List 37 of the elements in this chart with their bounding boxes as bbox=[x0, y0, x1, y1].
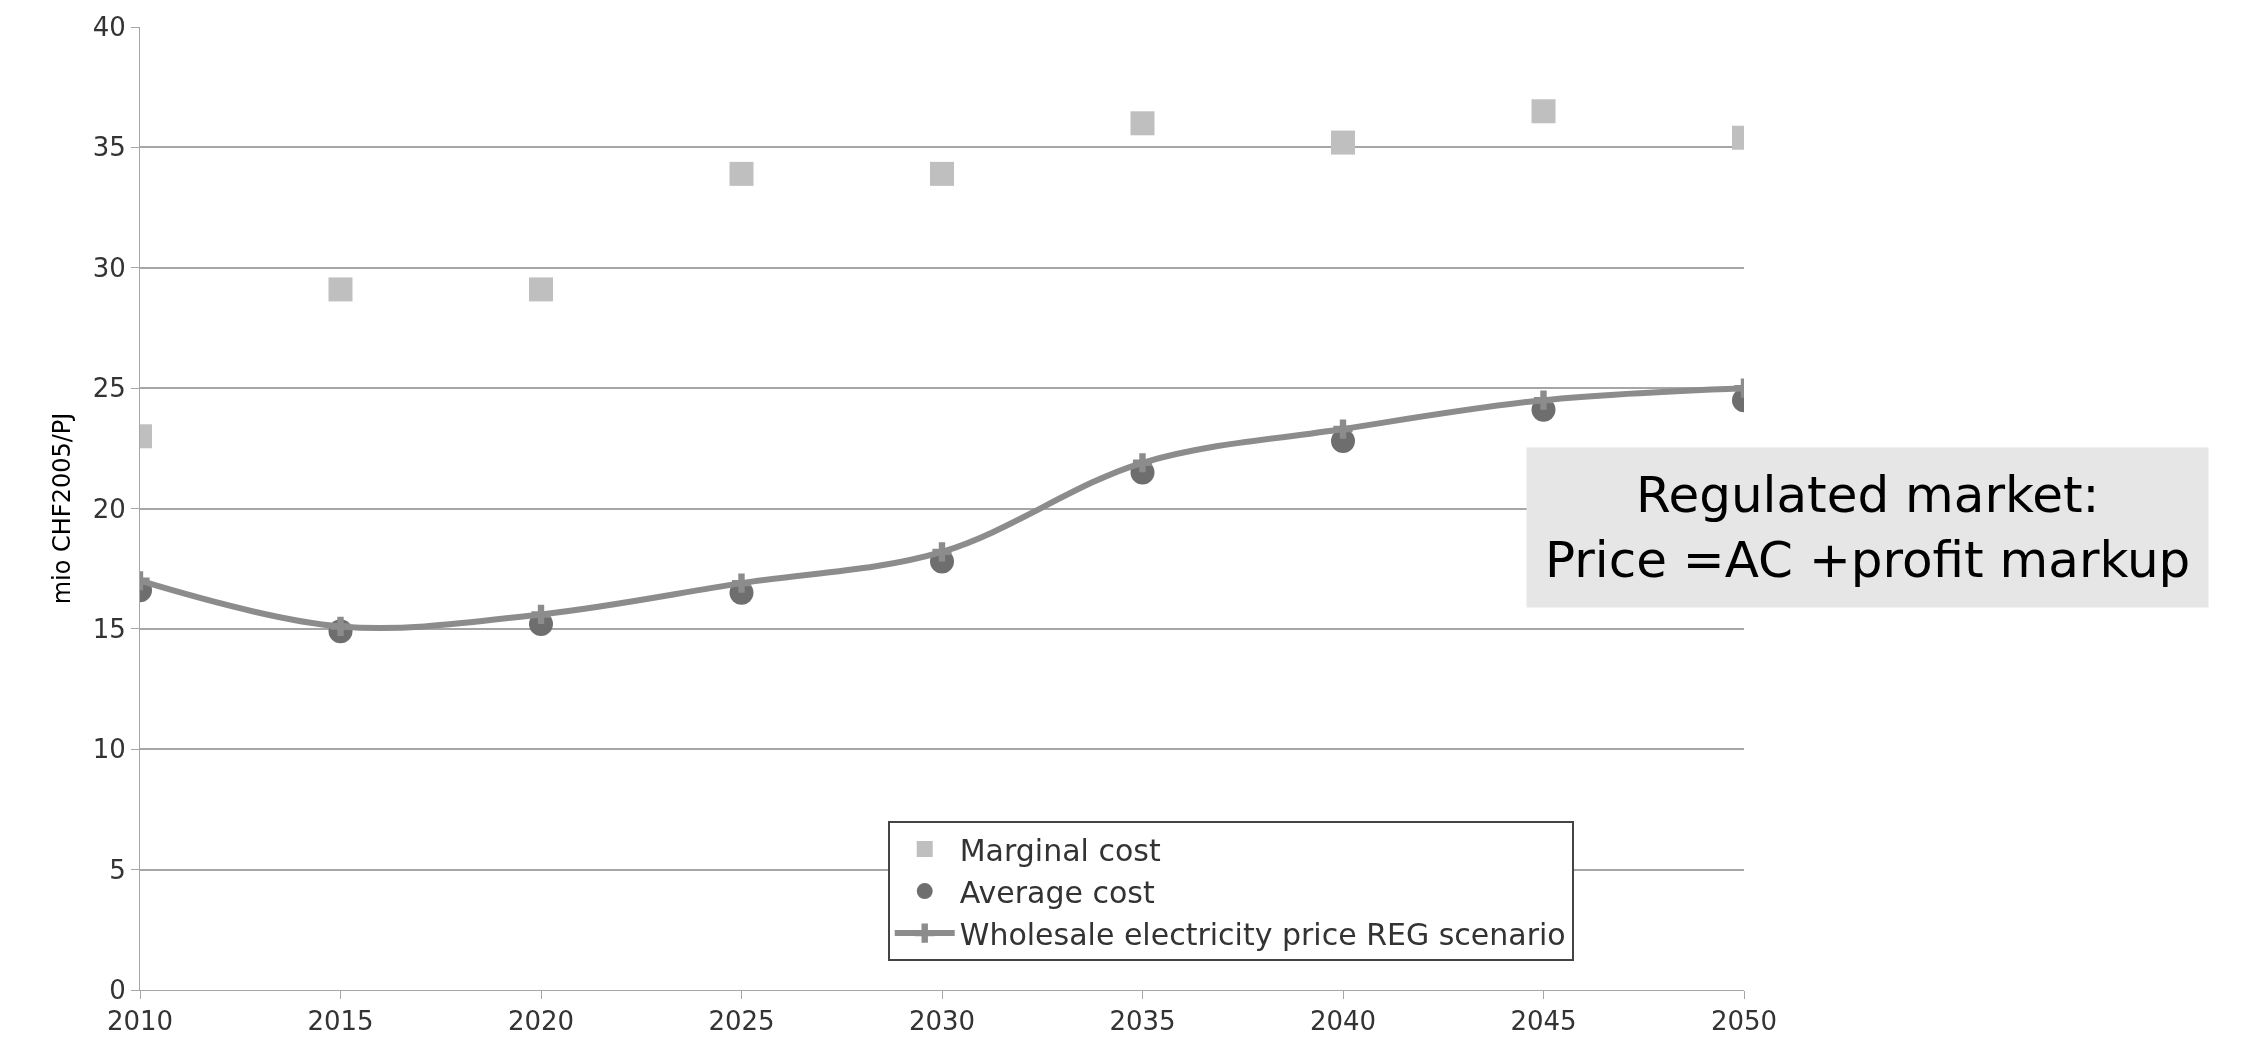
y-tick-label: 20 bbox=[92, 493, 126, 524]
y-tick-label: 35 bbox=[92, 132, 126, 163]
x-tick-label: 2020 bbox=[507, 1006, 575, 1037]
x-tick-label: 2025 bbox=[708, 1006, 775, 1037]
point bbox=[1331, 130, 1355, 155]
point bbox=[731, 573, 752, 593]
y-tick-label: 10 bbox=[92, 734, 126, 765]
point bbox=[1531, 99, 1556, 124]
x-tick-label: 2050 bbox=[1710, 1006, 1778, 1037]
point bbox=[1533, 390, 1554, 410]
point bbox=[531, 604, 551, 625]
point bbox=[1130, 111, 1155, 136]
point bbox=[330, 616, 351, 637]
y-tick-label: 15 bbox=[92, 613, 126, 644]
x-tick-label: 2015 bbox=[307, 1006, 374, 1037]
y-tick-label: 25 bbox=[92, 373, 126, 404]
y-tick-label: 30 bbox=[92, 252, 126, 283]
x-tick-label: 2040 bbox=[1309, 1006, 1377, 1037]
point bbox=[328, 277, 353, 302]
x-tick-label: 2030 bbox=[908, 1006, 976, 1037]
point bbox=[932, 542, 952, 562]
x-tick-label: 2045 bbox=[1510, 1006, 1577, 1037]
legend-label: Wholesale electricity price REG scenario bbox=[959, 916, 1566, 952]
annotation: Regulated market: Price =AC +profit markup bbox=[1545, 466, 2191, 589]
y-axis-title: mio CHF2005/PJ bbox=[47, 412, 76, 605]
point bbox=[1333, 419, 1353, 439]
point bbox=[930, 161, 954, 186]
point bbox=[729, 161, 754, 186]
legend-label: Average cost bbox=[959, 874, 1155, 910]
y-tick-label: 5 bbox=[109, 854, 126, 885]
point bbox=[1132, 453, 1153, 473]
legend-label: Marginal cost bbox=[959, 832, 1161, 868]
y-tick-label: 40 bbox=[92, 12, 126, 43]
x-tick-label: 2010 bbox=[106, 1006, 174, 1037]
x-tick-label: 2035 bbox=[1109, 1006, 1176, 1037]
y-tick-label: 0 bbox=[109, 975, 126, 1006]
point bbox=[529, 277, 553, 302]
